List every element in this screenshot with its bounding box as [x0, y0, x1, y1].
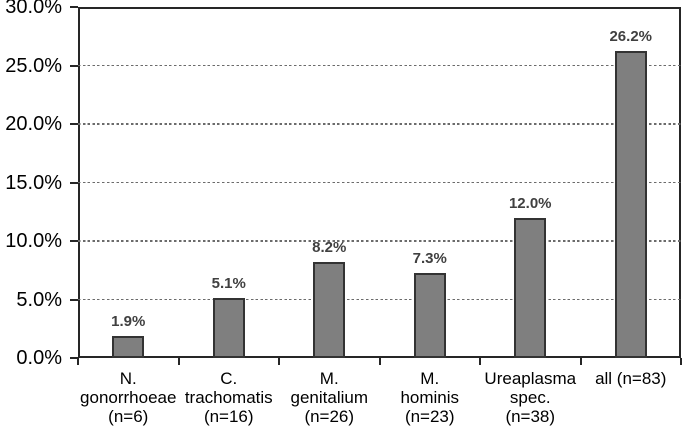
bar-value-label: 12.0%: [508, 194, 552, 212]
y-axis-tick: [70, 64, 78, 67]
bar: [112, 335, 145, 358]
x-axis-category-label: Ureaplasma spec. (n=38): [484, 369, 577, 426]
y-axis-tick-label: 10.0%: [5, 230, 62, 252]
x-axis-category-label: all (n=83): [595, 369, 667, 388]
y-axis-tick-label: 5.0%: [16, 288, 62, 311]
bar: [614, 51, 647, 358]
bar-value-label: 26.2%: [609, 28, 653, 46]
x-axis-tick: [177, 358, 180, 365]
x-axis-category-label: N. gonorrhoeae (n=6): [80, 369, 177, 426]
x-axis-category-label: M. genitalium (n=26): [290, 369, 369, 426]
y-axis-tick: [70, 181, 78, 184]
y-gridline: [78, 181, 681, 184]
y-axis-tick-label: 0.0%: [16, 347, 62, 369]
bar-value-label: 5.1%: [211, 275, 246, 293]
bar-value-label: 7.3%: [412, 249, 447, 267]
x-axis-tick: [77, 358, 79, 365]
x-axis-tick: [579, 358, 582, 365]
y-axis-tick: [70, 298, 78, 301]
bar: [413, 272, 446, 358]
x-axis-tick: [278, 358, 280, 365]
y-axis-tick-label: 25.0%: [5, 54, 62, 77]
y-axis-tick-label: 15.0%: [5, 171, 62, 194]
x-axis-category-label: M. hominis (n=23): [400, 369, 460, 426]
y-axis-tick: [70, 357, 78, 359]
bar-value-label: 1.9%: [111, 312, 146, 330]
bar-value-label: 8.2%: [312, 239, 347, 257]
y-gridline: [78, 240, 681, 242]
y-axis-tick: [70, 240, 78, 242]
x-axis-tick: [378, 358, 381, 365]
x-axis-tick: [680, 358, 682, 365]
y-axis-tick-label: 20.0%: [5, 113, 62, 135]
x-axis-category-label: C. trachomatis (n=16): [184, 369, 273, 426]
bar: [212, 298, 245, 358]
y-gridline: [78, 64, 681, 67]
y-gridline: [78, 298, 681, 301]
y-axis-tick: [70, 123, 78, 125]
x-axis-tick: [479, 358, 481, 365]
y-axis-tick-label: 30.0%: [5, 0, 62, 18]
y-axis-tick: [70, 6, 78, 8]
y-gridline: [78, 123, 681, 125]
bar: [514, 217, 547, 358]
bar: [313, 262, 346, 358]
